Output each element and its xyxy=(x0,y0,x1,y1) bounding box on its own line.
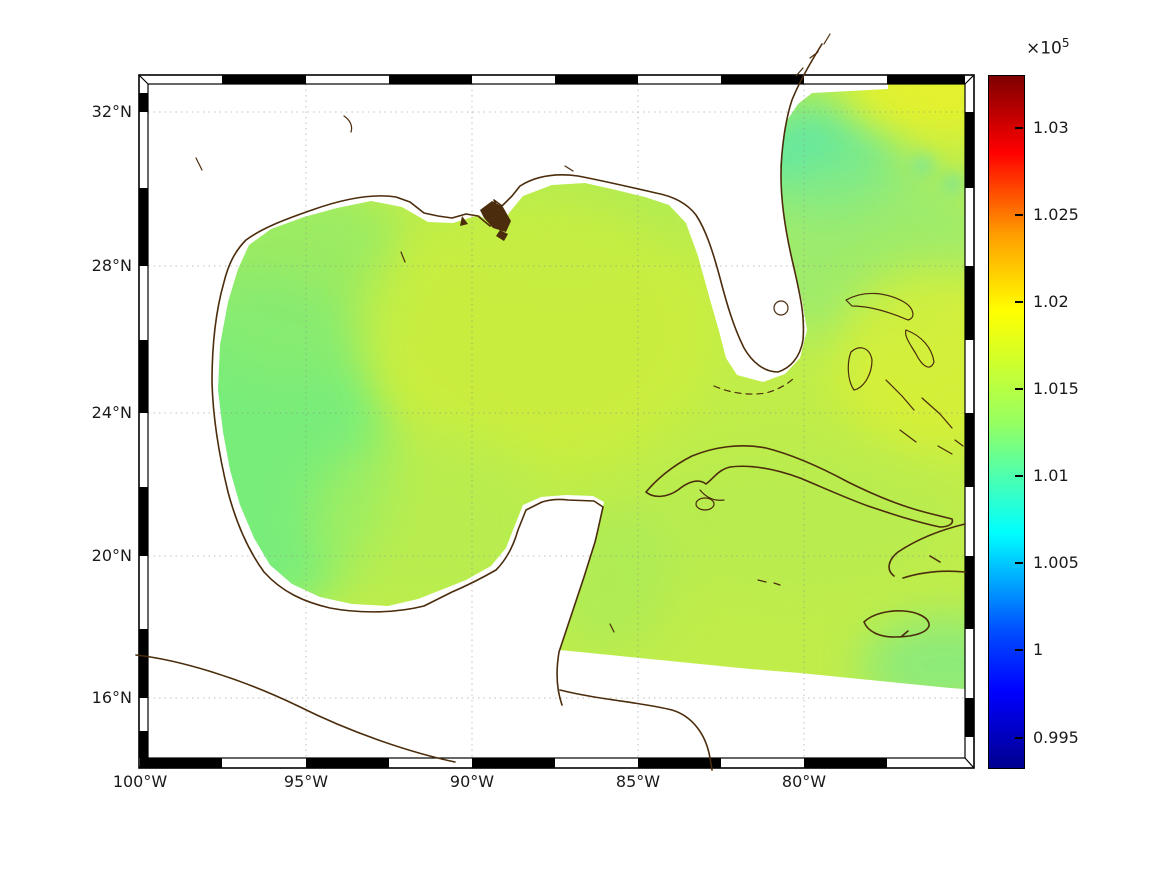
y-tick-16n: 16°N xyxy=(91,688,132,707)
field-blob-central-gulf xyxy=(360,190,720,470)
cayman-islands xyxy=(757,579,781,586)
graticule xyxy=(148,84,965,758)
x-tick-100w: 100°W xyxy=(112,772,168,791)
coastlines xyxy=(135,33,966,771)
isla-juventud xyxy=(695,497,715,511)
delta-marsh-fill xyxy=(460,201,511,241)
coastline-jamaica xyxy=(863,610,930,638)
colorbar-tick-0995: 0.995 xyxy=(1033,728,1079,747)
corner-diagonal-tr xyxy=(964,74,975,85)
gulf-of-batabano xyxy=(699,489,725,501)
coastline-bahamas xyxy=(845,292,964,455)
corner-diagonal-bl xyxy=(138,757,149,769)
colorbar xyxy=(988,75,1025,769)
colorbar-tickmark xyxy=(1015,214,1023,216)
corner-diagonal-tl xyxy=(138,74,149,85)
corner-diagonal-br xyxy=(964,757,975,769)
colorbar-tick-1015: 1.015 xyxy=(1033,379,1079,398)
colorbar-tickmark xyxy=(1015,475,1023,477)
colorbar-tick-1005: 1.005 xyxy=(1033,553,1079,572)
y-tick-32n: 32°N xyxy=(91,102,132,121)
colorbar-tick-1: 1 xyxy=(1033,640,1044,659)
pressure-field-layer xyxy=(148,84,965,758)
y-tick-20n: 20°N xyxy=(91,546,132,565)
colorbar-tickmark xyxy=(1015,737,1023,739)
field-spot-cyan-1 xyxy=(913,155,933,175)
lake-okeechobee xyxy=(773,300,789,316)
inner-frame-border xyxy=(147,83,966,759)
x-tick-90w: 90°W xyxy=(449,772,495,791)
florida-keys xyxy=(713,376,796,395)
x-tick-85w: 85°W xyxy=(615,772,661,791)
island-specks-north xyxy=(195,115,574,263)
x-tick-95w: 95°W xyxy=(283,772,329,791)
colorbar-offset-base: ×10 xyxy=(1026,38,1062,59)
colorbar-tickmark xyxy=(1015,562,1023,564)
coastline-cuba xyxy=(645,445,954,528)
colorbar-offset-text: ×105 xyxy=(1026,36,1070,59)
colorbar-tick-101: 1.01 xyxy=(1033,466,1069,485)
colorbar-tick-102: 1.02 xyxy=(1033,292,1069,311)
colorbar-tickmark xyxy=(1015,127,1023,129)
colorbar-tick-1025: 1.025 xyxy=(1033,205,1079,224)
coastline-pacific-mexico xyxy=(135,654,456,763)
colorbar-tickmark xyxy=(1015,388,1023,390)
y-tick-28n: 28°N xyxy=(91,256,132,275)
coastline-honduras xyxy=(559,689,713,771)
colorbar-tickmark xyxy=(1015,301,1023,303)
y-tick-24n: 24°N xyxy=(91,403,132,422)
colorbar-offset-exponent: 5 xyxy=(1061,36,1070,50)
colorbar-tick-103: 1.03 xyxy=(1033,118,1069,137)
field-blob-campeche xyxy=(310,430,550,610)
coastline-hispaniola xyxy=(888,523,966,579)
coastline-gulf-rim xyxy=(211,43,823,706)
field-spot-cyan-2 xyxy=(945,175,961,191)
x-tick-80w: 80°W xyxy=(781,772,827,791)
colorbar-tickmark xyxy=(1015,649,1023,651)
cozumel-speck xyxy=(609,623,615,633)
outer-frame-border xyxy=(138,74,975,769)
map-frame xyxy=(138,74,975,769)
coastline-se-us-fragments xyxy=(795,33,831,77)
land-mask xyxy=(148,84,965,758)
